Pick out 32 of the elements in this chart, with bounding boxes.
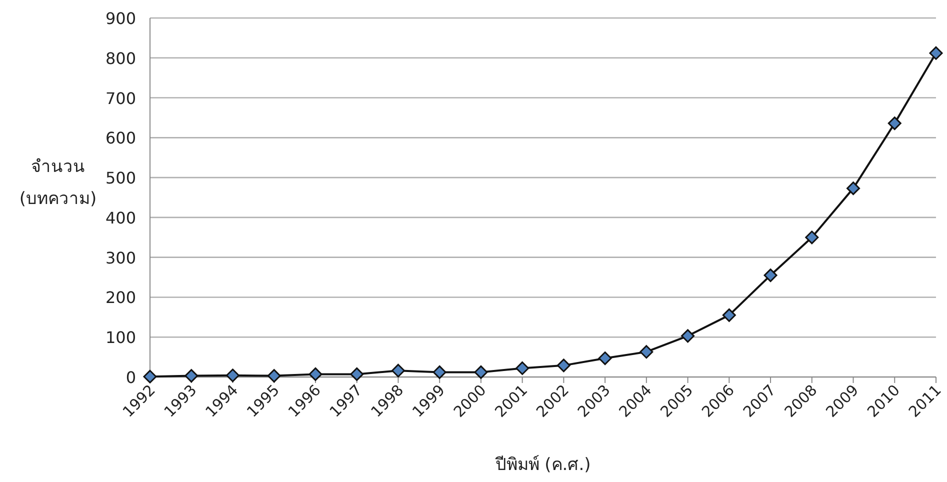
- x-axis-title: ปีพิมพ์ (ค.ศ.): [494, 455, 591, 475]
- point: [474, 365, 488, 379]
- point: [556, 358, 570, 372]
- point: [764, 268, 778, 282]
- point: [888, 116, 902, 130]
- y-tick-label: 100: [105, 328, 136, 348]
- y-tick-label: 200: [105, 288, 136, 308]
- point: [391, 364, 405, 378]
- y-tick-label: 300: [105, 248, 136, 268]
- point: [805, 230, 819, 244]
- y-axis-title: จำนวน (บทความ): [19, 157, 97, 209]
- point: [184, 369, 198, 383]
- y-tick-label: 800: [105, 48, 136, 68]
- point: [722, 308, 736, 322]
- y-tick-label: 400: [105, 208, 136, 228]
- point: [516, 361, 530, 375]
- y-tick-label: 700: [105, 88, 136, 108]
- point: [226, 368, 240, 382]
- y-tick-label: 0: [126, 368, 136, 387]
- point: [143, 370, 157, 384]
- y-tick-label: 500: [105, 168, 136, 188]
- y-tick-label: 900: [105, 9, 136, 28]
- point: [267, 369, 281, 383]
- point: [432, 365, 446, 379]
- point: [929, 46, 943, 60]
- point: [308, 367, 322, 381]
- point: [681, 329, 695, 343]
- point: [598, 352, 612, 365]
- point: [846, 182, 860, 196]
- point: [350, 367, 364, 381]
- point: [640, 345, 654, 359]
- y-tick-label: 600: [105, 128, 136, 148]
